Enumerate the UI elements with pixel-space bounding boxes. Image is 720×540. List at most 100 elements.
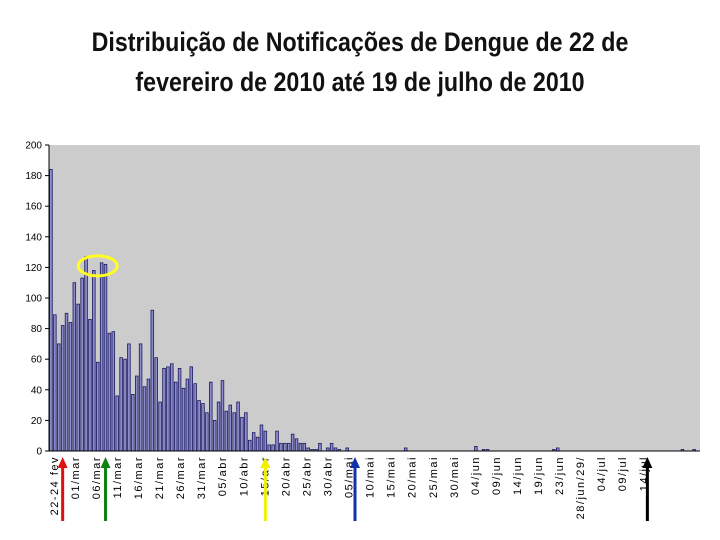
bar-51 — [248, 439, 252, 452]
plot-area — [49, 145, 700, 451]
bar-41 — [209, 381, 213, 452]
bar-31 — [170, 363, 174, 452]
bar-4 — [64, 312, 69, 452]
bar-1 — [53, 314, 57, 452]
x-tick-label-24: 23/jun — [554, 456, 566, 495]
bar-34 — [181, 387, 186, 452]
bar-chart: 0 20 40 60 80 100 120 140 160 180 200 22-24 fev 01/m… — [25, 141, 700, 521]
bar-20 — [127, 343, 131, 452]
bar-39 — [201, 403, 205, 452]
y-tick-label-8: 160 — [25, 202, 42, 213]
bar-54 — [259, 424, 264, 452]
x-tick-label-19: 30/mai — [449, 456, 461, 498]
bar-26 — [150, 309, 155, 452]
bar-36 — [189, 366, 194, 452]
bar-32 — [173, 381, 178, 452]
x-tick-label-9: 10/abr — [238, 456, 250, 496]
bar-16 — [111, 331, 116, 452]
x-tick-label-7: 31/mar — [196, 456, 208, 499]
bar-42 — [212, 419, 217, 452]
y-tick-label-7: 140 — [25, 232, 42, 243]
bar-72 — [329, 442, 334, 452]
y-tick-label-5: 100 — [25, 294, 42, 305]
bar-17 — [115, 395, 119, 452]
bar-48 — [236, 401, 240, 452]
x-tick-label-23: 19/jun — [533, 456, 545, 495]
arrow-red-head — [57, 457, 68, 468]
x-tick-label-27: 09/jul — [617, 456, 629, 491]
y-tick-label-10: 200 — [25, 141, 42, 152]
bar-3 — [60, 325, 65, 452]
x-tick-label-22: 14/jun — [512, 456, 524, 495]
x-tick-label-5: 21/mar — [154, 456, 166, 499]
bar-50 — [244, 412, 248, 452]
bar-109 — [474, 446, 478, 452]
arrow-yellow-head — [260, 457, 271, 468]
bar-21 — [131, 393, 135, 452]
bar-59 — [279, 442, 283, 452]
bar-46 — [228, 404, 232, 452]
y-tick-label-1: 20 — [31, 416, 43, 427]
bar-0 — [49, 169, 53, 452]
bar-15 — [107, 332, 112, 452]
y-tick-label-2: 40 — [31, 385, 43, 396]
y-tick-label-4: 80 — [31, 324, 43, 335]
bar-8 — [80, 277, 84, 452]
bar-62 — [290, 433, 295, 452]
chart-title-line-2: fevereiro de 2010 até 19 de julho de 201… — [135, 67, 585, 97]
bar-47 — [232, 412, 236, 452]
bar-12 — [96, 361, 100, 452]
x-tick-label-4: 16/mar — [133, 456, 145, 499]
x-tick-label-3: 11/mar — [112, 456, 124, 498]
x-tick-label-13: 30/abr — [323, 456, 335, 496]
bar-19 — [123, 358, 127, 452]
bar-30 — [166, 366, 170, 452]
bar-23 — [138, 343, 143, 452]
highlight-ellipse — [76, 254, 119, 278]
bar-6 — [72, 282, 77, 452]
x-tick-label-12: 25/abr — [302, 456, 314, 496]
bar-61 — [287, 442, 291, 452]
chart-title-line-1: Distribuição de Notificações de Dengue d… — [91, 27, 629, 57]
bar-55 — [263, 430, 268, 452]
x-tick-label-26: 04/jul — [596, 456, 608, 491]
y-tick-label-9: 180 — [25, 171, 42, 182]
bar-25 — [146, 378, 151, 452]
x-tick-label-18: 25/mai — [428, 456, 440, 498]
x-tick-label-2: 06/mar — [91, 456, 103, 499]
arrow-blue-head — [350, 457, 361, 468]
bar-13 — [99, 262, 104, 452]
bar-18 — [119, 357, 123, 452]
x-tick-label-21: 09/jun — [491, 456, 503, 495]
x-tick-label-20: 04/jun — [470, 456, 482, 495]
x-tick-label-15: 10/mai — [365, 456, 377, 498]
arrow-black-head — [642, 457, 653, 468]
bar-7 — [76, 303, 80, 452]
bar-53 — [255, 436, 260, 452]
bar-49 — [240, 416, 244, 452]
bar-28 — [158, 401, 162, 452]
y-tick-label-6: 120 — [25, 263, 42, 274]
x-tick-label-25: 28/jun/29/ — [575, 456, 587, 519]
bar-9 — [84, 256, 88, 452]
bar-35 — [185, 378, 190, 452]
bar-65 — [302, 442, 307, 452]
bar-45 — [224, 410, 229, 452]
bar-27 — [154, 357, 158, 452]
x-tick-label-1: 01/mar — [70, 456, 82, 499]
x-tick-label-0: 22-24 fev — [49, 456, 61, 515]
bar-57 — [271, 444, 275, 452]
bar-10 — [88, 319, 92, 452]
bar-44 — [220, 380, 225, 452]
bar-33 — [177, 367, 182, 452]
x-tick-label-8: 05/abr — [217, 456, 229, 496]
x-tick-label-16: 15/mai — [386, 456, 398, 498]
bar-69 — [318, 442, 322, 452]
bar-60 — [283, 442, 287, 452]
bar-24 — [142, 386, 147, 452]
x-tick-label-11: 20/abr — [280, 456, 292, 496]
bar-64 — [298, 442, 303, 452]
bar-38 — [197, 400, 201, 452]
bar-63 — [294, 438, 299, 452]
x-tick-label-6: 26/mar — [175, 456, 187, 499]
